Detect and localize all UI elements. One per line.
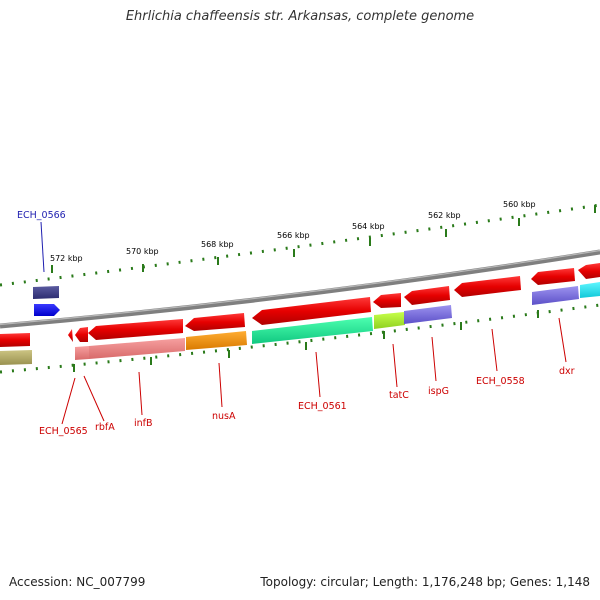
genome-backbone [0, 249, 600, 329]
gene-arrow [33, 286, 59, 299]
inner-dots [0, 303, 600, 374]
ruler-label: 572 kbp [50, 254, 83, 263]
ruler-label: 562 kbp [428, 211, 461, 220]
gene-block [374, 312, 405, 329]
leader-line-tatC [392, 343, 398, 388]
leader-line-nusA [218, 362, 223, 408]
leader-line-ECH_0558 [491, 328, 498, 372]
forward-strand [33, 286, 60, 316]
gene-label-dxr: dxr [559, 366, 575, 377]
gene-block [89, 338, 185, 359]
genome-backbone-highlight [0, 249, 600, 326]
gene-arrow [0, 333, 30, 347]
inner-tick [305, 342, 307, 350]
gene-block [404, 305, 452, 324]
ruler-tick [51, 265, 53, 273]
ruler-tick [445, 229, 447, 237]
accession-text: Accession: NC_007799 [9, 575, 146, 589]
leader-line-infB [138, 371, 143, 416]
gene-labels: ECH_0566 ECH_0565 rbfA infB nusA ECH_056… [17, 210, 575, 437]
gene-label-nusA: nusA [212, 411, 236, 422]
leader-line-ispG [431, 336, 437, 382]
gene-block [252, 317, 373, 344]
leader-line-dxr [558, 317, 567, 363]
inner-tick [150, 357, 152, 365]
ruler-label: 560 kbp [503, 200, 536, 209]
inner-tick [228, 350, 230, 358]
gene-label-tatC: tatC [389, 390, 409, 401]
map-title: Ehrlichia chaffeensis str. Arkansas, com… [125, 9, 475, 24]
inner-tick-track [0, 303, 600, 374]
ruler-labels: 572 kbp 570 kbp 568 kbp 566 kbp 564 kbp … [50, 200, 536, 263]
gene-label-ECH_0566: ECH_0566 [17, 210, 66, 221]
inner-tick [73, 364, 75, 372]
genome-summary-text: Topology: circular; Length: 1,176,248 bp… [260, 575, 590, 589]
gene-arrow [185, 313, 245, 331]
leader-line-rbfA [83, 375, 105, 422]
gene-block [532, 286, 579, 305]
ruler-dots [0, 203, 600, 287]
reverse-strand-row2 [0, 282, 600, 365]
ruler-label: 568 kbp [201, 240, 234, 249]
leader-line-ECH_0561 [315, 351, 321, 398]
leader-line-ECH_0565 [61, 377, 76, 425]
ruler-tick [518, 218, 520, 226]
reverse-strand-row1 [0, 263, 600, 347]
gene-arrow [373, 293, 401, 308]
gene-arrow [531, 268, 575, 285]
ruler-tick [369, 238, 371, 246]
ruler-track [0, 203, 600, 287]
leader-line-ECH_0566 [40, 221, 45, 273]
gene-label-ECH_0565: ECH_0565 [39, 426, 88, 437]
gene-arrow [34, 304, 60, 316]
gene-block [186, 331, 247, 350]
gene-label-rbfA: rbfA [95, 422, 115, 433]
ruler-tick [217, 257, 219, 265]
gene-arrow [578, 263, 600, 279]
gene-block [0, 350, 32, 365]
gene-block [75, 346, 89, 360]
gene-arrow [454, 276, 521, 297]
ruler-label: 566 kbp [277, 231, 310, 240]
gene-block [580, 282, 600, 298]
gene-arrow [68, 329, 73, 342]
ruler-tick [594, 205, 596, 213]
gene-arrow [252, 297, 371, 325]
ruler-tick [142, 264, 144, 272]
gene-arrow [75, 327, 88, 342]
gene-arrow [88, 319, 183, 340]
ruler-tick [293, 249, 295, 257]
inner-tick [460, 322, 462, 330]
gene-label-ECH_0558: ECH_0558 [476, 376, 525, 387]
gene-label-ispG: ispG [428, 386, 449, 397]
gene-arrow [404, 286, 450, 305]
inner-tick [383, 331, 385, 339]
ruler-label: 564 kbp [352, 222, 385, 231]
inner-tick [537, 310, 539, 318]
ruler-label: 570 kbp [126, 247, 159, 256]
gene-label-infB: infB [134, 418, 153, 429]
label-leaders [40, 221, 567, 425]
gene-label-ECH_0561: ECH_0561 [298, 401, 347, 412]
